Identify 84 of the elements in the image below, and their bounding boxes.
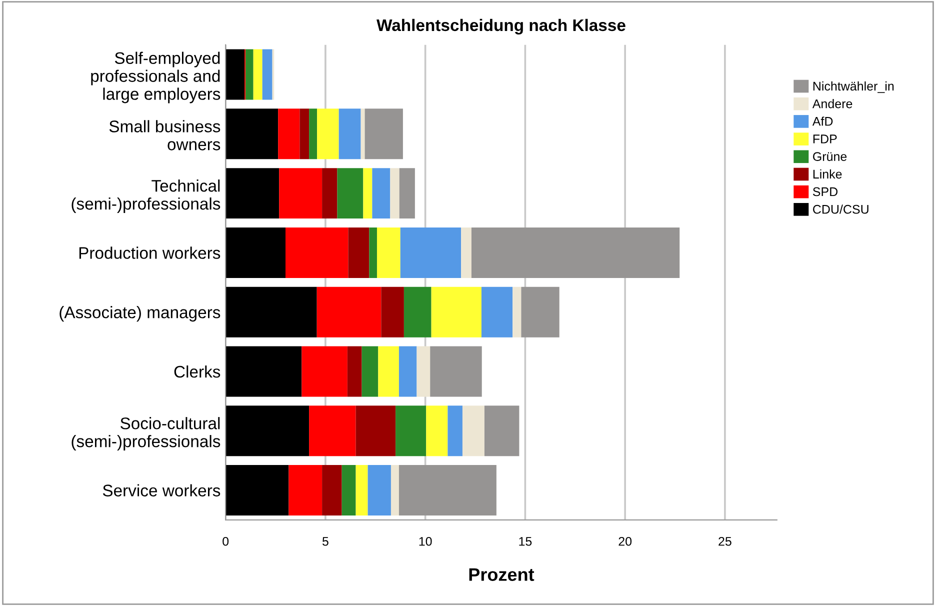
bar: [398, 465, 496, 516]
bar: [398, 346, 417, 397]
bar: [337, 168, 364, 219]
bar: [226, 49, 245, 100]
bar: [416, 346, 430, 397]
bar: [322, 168, 338, 219]
bar: [390, 465, 399, 516]
bar: [372, 168, 390, 219]
bar: [309, 108, 318, 160]
bar: [246, 49, 254, 100]
bar: [369, 227, 377, 278]
bar: [484, 406, 520, 456]
bar: [396, 406, 426, 456]
bar: [363, 168, 372, 219]
bar: [316, 286, 382, 338]
bar: [278, 108, 300, 160]
x-tick-label: 20: [618, 536, 632, 546]
legend-label: AfD: [812, 116, 833, 126]
bar: [226, 286, 317, 338]
y-tick-label: Socio-cultural (semi-)professionals: [72, 417, 220, 451]
y-tick-label: Small business owners: [109, 120, 220, 150]
bar: [226, 465, 289, 516]
bar: [378, 346, 399, 397]
bar: [512, 286, 522, 338]
legend-label: Linke: [813, 169, 842, 179]
bar: [400, 227, 462, 278]
bar: [360, 108, 365, 160]
chart-title: Wahlentscheidung nach Klasse: [376, 18, 626, 34]
bar: [322, 465, 342, 516]
bar: [368, 465, 391, 516]
bar: [286, 227, 348, 278]
bar: [226, 406, 310, 456]
bar: [399, 168, 415, 219]
bar: [431, 286, 482, 338]
x-tick-label: 15: [519, 537, 532, 546]
legend-label: CDU/CSU: [813, 204, 868, 214]
bar: [226, 108, 278, 160]
x-tick-label: 25: [718, 536, 732, 546]
bar: [356, 406, 396, 456]
bar: [288, 465, 322, 516]
bar: [226, 346, 302, 397]
legend-label: Andere: [812, 99, 852, 108]
bar: [279, 168, 322, 219]
bar: [471, 227, 680, 278]
bar: [253, 49, 262, 100]
x-tick-label: 10: [419, 536, 432, 546]
bar: [356, 465, 368, 516]
bar: [481, 286, 513, 338]
legend-label: SPD: [812, 187, 838, 196]
y-tick-label: (Associate) managers: [60, 306, 220, 322]
x-tick-label: 5: [322, 537, 328, 546]
bar: [364, 108, 403, 160]
bar: [381, 286, 404, 338]
bar: [347, 346, 362, 397]
bar: [461, 227, 472, 278]
y-tick-label: Service workers: [102, 484, 220, 496]
bar: [300, 108, 310, 160]
bar: [226, 227, 286, 278]
y-tick-label: Self-employed professionals and large employers: [91, 52, 220, 104]
bar: [338, 108, 361, 160]
bar: [317, 108, 339, 160]
bar: [430, 346, 482, 397]
bar: [302, 346, 348, 397]
bar: [348, 227, 370, 278]
bar: [342, 465, 356, 516]
bar: [309, 406, 356, 456]
legend-label: Grüne: [813, 152, 847, 161]
bar: [462, 406, 484, 456]
bar: [226, 168, 280, 219]
y-tick-label: Production workers: [79, 246, 220, 259]
bar: [404, 286, 432, 338]
bar: [521, 286, 560, 338]
bar: [262, 49, 272, 100]
y-tick-label: Clerks: [174, 365, 220, 378]
bar: [448, 406, 462, 456]
bar: [376, 227, 400, 278]
x-axis-title: Prozent: [469, 568, 534, 581]
bar: [362, 346, 378, 397]
y-tick-label: Technical (semi-)professionals: [72, 180, 220, 213]
x-tick-label: 0: [222, 536, 229, 546]
legend-label: FDP: [813, 134, 837, 144]
bar: [390, 168, 400, 219]
bar: [426, 406, 448, 456]
legend-label: Nichtwähler_in: [813, 81, 894, 93]
